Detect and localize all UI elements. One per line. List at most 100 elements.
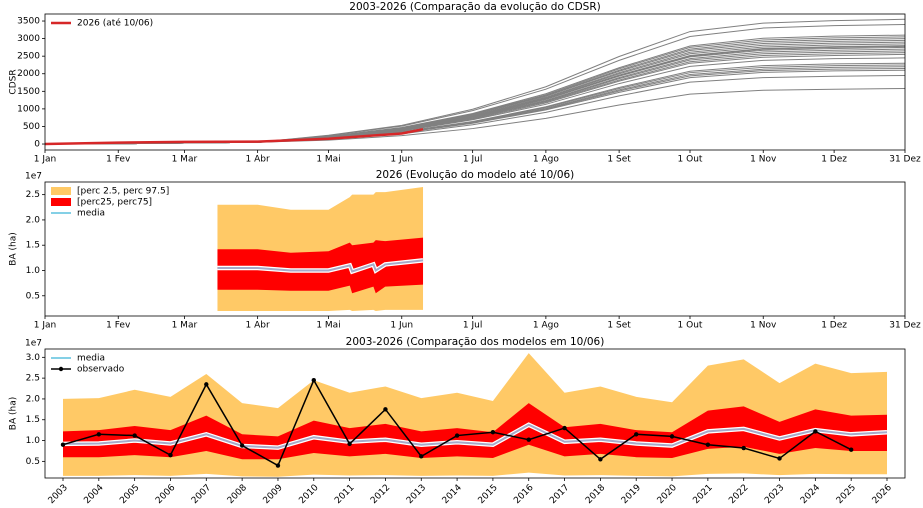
plot-area bbox=[44, 18, 906, 146]
x-tick-label: 1 Mai bbox=[316, 155, 340, 165]
x-tick-label: 2013 bbox=[405, 483, 428, 506]
point bbox=[848, 447, 854, 452]
point bbox=[526, 437, 531, 442]
point bbox=[562, 425, 567, 431]
series-line bbox=[44, 45, 906, 145]
y-tick-label: 0.5 bbox=[26, 457, 40, 467]
x-tick-label: 1 Abr bbox=[246, 155, 270, 165]
y-tick-label: 2000 bbox=[17, 69, 40, 79]
series-line bbox=[44, 128, 424, 146]
legend-label: media bbox=[77, 209, 105, 219]
point bbox=[168, 452, 173, 458]
x-tick-label: 2016 bbox=[512, 483, 535, 506]
x-tick-label: 31 Dez bbox=[889, 321, 921, 331]
x-tick-label: 2020 bbox=[656, 483, 679, 506]
x-tick-label: 1 Out bbox=[678, 155, 703, 165]
axes-frame bbox=[44, 348, 906, 479]
x-tick-label: 2005 bbox=[118, 483, 141, 506]
y-tick-label: 1000 bbox=[17, 104, 40, 114]
y-tick-label: 3000 bbox=[17, 34, 40, 44]
point bbox=[705, 442, 711, 447]
legend-marker bbox=[58, 366, 64, 372]
x-tick-label: 2024 bbox=[799, 483, 822, 506]
series-line bbox=[44, 66, 906, 145]
y-tick-label: 0.5 bbox=[26, 291, 40, 301]
x-tick-label: 1 Set bbox=[607, 155, 631, 165]
y-tick-label: 1.0 bbox=[26, 266, 41, 276]
series-line bbox=[217, 259, 424, 273]
x-tick-label: 2015 bbox=[477, 483, 500, 506]
x-tick-label: 1 Jul bbox=[463, 321, 482, 331]
x-tick-label: 1 Mar bbox=[172, 155, 198, 165]
axes-frame bbox=[44, 13, 906, 151]
x-tick-label: 2021 bbox=[691, 483, 714, 506]
y-tick-label: 0 bbox=[34, 140, 40, 150]
series-line bbox=[62, 423, 888, 449]
legend-label: [perc 2.5, perc 97.5] bbox=[77, 187, 169, 197]
x-tick-label: 2018 bbox=[584, 483, 607, 506]
point bbox=[311, 378, 316, 383]
y-axis-label: CDSR bbox=[9, 69, 19, 94]
x-tick-label: 1 Mai bbox=[316, 321, 340, 331]
x-tick-label: 1 Mar bbox=[172, 321, 198, 331]
point bbox=[669, 434, 675, 439]
series-line bbox=[44, 24, 906, 145]
point bbox=[777, 456, 782, 461]
x-tick-label: 1 Jun bbox=[390, 155, 413, 165]
point bbox=[598, 457, 603, 462]
legend-swatch bbox=[51, 198, 71, 206]
y-tick-label: 2500 bbox=[17, 52, 40, 62]
offset-label: 1e7 bbox=[25, 339, 42, 349]
chart-title: 2026 (Evolução do modelo até 10/06) bbox=[376, 169, 575, 181]
x-tick-label: 31 Dez bbox=[889, 155, 921, 165]
point bbox=[239, 443, 245, 448]
point bbox=[454, 433, 460, 438]
x-tick-label: 1 Jun bbox=[390, 321, 413, 331]
x-tick-label: 2026 bbox=[871, 483, 894, 506]
point bbox=[490, 430, 496, 435]
x-tick-label: 2022 bbox=[727, 483, 750, 506]
legend-swatch bbox=[51, 187, 71, 195]
y-tick-label: 1.0 bbox=[26, 436, 41, 446]
x-tick-label: 2003 bbox=[47, 483, 70, 506]
series-line bbox=[44, 67, 906, 145]
point bbox=[275, 463, 281, 468]
y-axis-label: BA (ha) bbox=[9, 397, 19, 430]
x-tick-label: 1 Dez bbox=[821, 321, 847, 331]
legend-label: media bbox=[77, 354, 105, 364]
x-tick-label: 1 Fev bbox=[106, 321, 131, 331]
band-area bbox=[217, 237, 424, 294]
legend-label: observado bbox=[77, 365, 125, 375]
series-line bbox=[44, 69, 906, 145]
chart-title: 2003-2026 (Comparação da evolução do CDS… bbox=[349, 1, 600, 13]
x-tick-label: 1 Out bbox=[678, 321, 703, 331]
offset-label: 1e7 bbox=[25, 172, 42, 182]
x-tick-label: 1 Ago bbox=[533, 155, 559, 165]
series-line bbox=[44, 64, 906, 145]
x-tick-label: 2007 bbox=[190, 483, 213, 506]
y-tick-label: 2.0 bbox=[26, 394, 41, 404]
x-tick-label: 2011 bbox=[333, 483, 356, 506]
plot-area bbox=[60, 353, 888, 477]
y-tick-label: 3500 bbox=[17, 17, 40, 27]
y-tick-label: 2.5 bbox=[26, 374, 40, 384]
x-tick-label: 2006 bbox=[154, 483, 177, 506]
x-tick-label: 1 Abr bbox=[246, 321, 270, 331]
x-tick-label: 1 Jul bbox=[463, 155, 482, 165]
point bbox=[419, 454, 424, 459]
y-tick-label: 1.5 bbox=[26, 241, 40, 251]
x-tick-label: 2012 bbox=[369, 483, 392, 506]
x-tick-label: 2025 bbox=[835, 483, 858, 506]
x-tick-label: 1 Fev bbox=[106, 155, 131, 165]
y-tick-label: 2.5 bbox=[26, 190, 40, 200]
point bbox=[347, 441, 352, 447]
x-tick-label: 2019 bbox=[620, 483, 643, 506]
series-line bbox=[44, 48, 906, 145]
x-tick-label: 2009 bbox=[262, 483, 285, 506]
plot-area bbox=[217, 187, 424, 311]
x-tick-label: 1 Jan bbox=[34, 155, 56, 165]
series-line bbox=[44, 57, 906, 145]
point bbox=[741, 445, 746, 451]
y-tick-label: 500 bbox=[23, 122, 40, 132]
